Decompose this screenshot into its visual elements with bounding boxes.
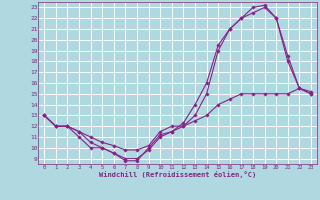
X-axis label: Windchill (Refroidissement éolien,°C): Windchill (Refroidissement éolien,°C) (99, 171, 256, 178)
